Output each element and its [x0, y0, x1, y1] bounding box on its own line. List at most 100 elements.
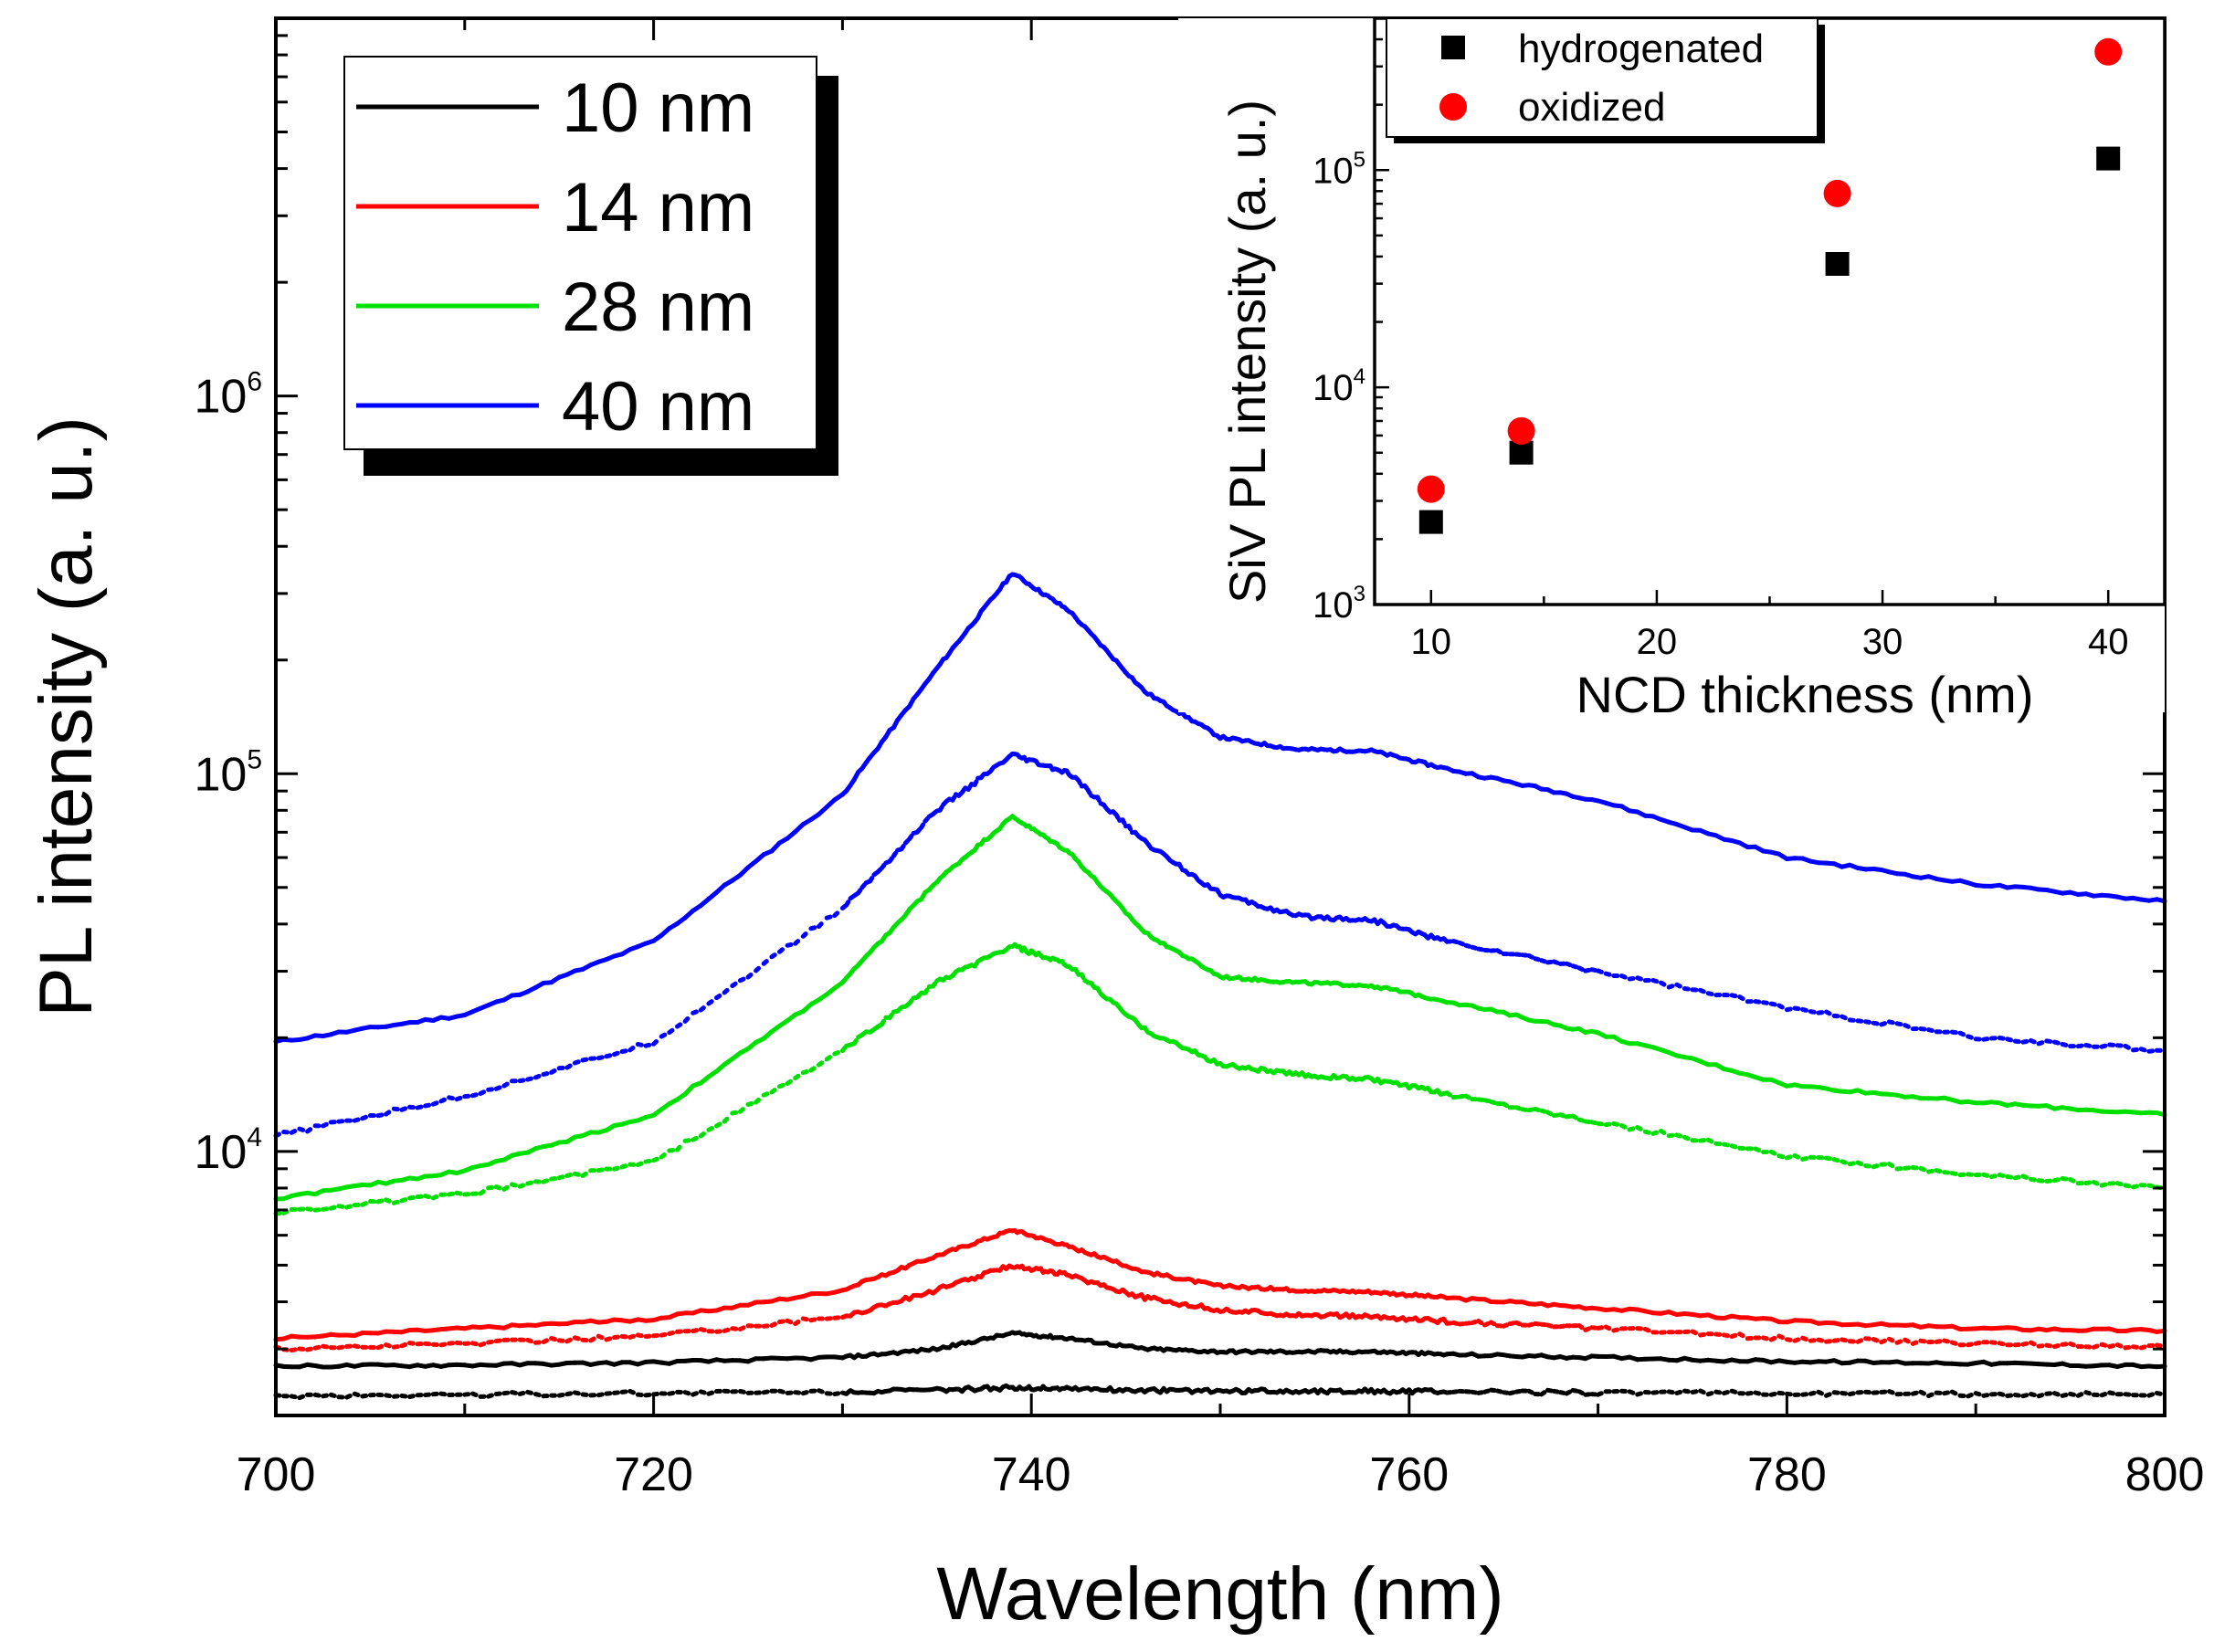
series-segment-10nm-dotted	[517, 1389, 531, 1396]
series-segment-14nm-dotted	[2051, 1342, 2065, 1350]
series-segment-40nm-dotted	[899, 840, 908, 852]
series-segment-10nm-dotted	[2083, 1390, 2096, 1397]
series-segment-40nm-dotted	[722, 984, 735, 995]
series-segment-14nm-dotted	[1949, 1340, 1963, 1348]
inset-point-oxidized	[2094, 37, 2123, 66]
series-segment-40nm-dotted	[541, 1069, 554, 1077]
series-segment-40nm-dotted	[328, 1119, 342, 1125]
series-segment-14nm-dotted	[430, 1342, 444, 1348]
series-segment-40nm-dotted	[698, 1001, 712, 1013]
series-segment-40nm-dotted	[1934, 1029, 1947, 1035]
inset-point-oxidized	[1417, 475, 1445, 503]
series-segment-40nm-dotted	[2107, 1042, 2120, 1048]
series-segment-40nm-dotted	[1690, 987, 1703, 993]
series-segment-10nm-dotted	[635, 1392, 648, 1398]
series-segment-14nm-dotted	[1729, 1331, 1743, 1339]
series-segment-28nm-dotted	[651, 1154, 664, 1163]
series-segment-40nm-dotted	[777, 942, 790, 954]
series-segment-10nm-dotted	[1871, 1390, 1884, 1395]
series-segment-40nm-dotted	[2005, 1036, 2018, 1044]
series-segment-10nm-dotted	[2029, 1392, 2041, 1399]
series-segment-40nm-dotted	[1596, 968, 1608, 976]
series-segment-14nm-dotted	[305, 1345, 318, 1352]
series-segment-14nm-dotted	[375, 1342, 389, 1351]
series-segment-28nm-dotted	[785, 1076, 798, 1086]
series-segment-40nm-dotted	[682, 1010, 696, 1024]
series-segment-10nm-dotted	[289, 1394, 302, 1401]
series-segment-14nm-dotted	[1476, 1319, 1487, 1328]
series-segment-40nm-dotted	[501, 1079, 514, 1089]
series-segment-14nm-dotted	[761, 1323, 775, 1329]
series-segment-40nm-dotted	[588, 1056, 601, 1061]
series-segment-10nm-dotted	[1776, 1390, 1789, 1396]
series-segment-28nm-dotted	[1753, 1146, 1766, 1154]
series-segment-40nm-dotted	[824, 913, 838, 921]
inset-point-hydrogenated	[1418, 510, 1443, 534]
series-segment-40nm-dotted	[2146, 1047, 2159, 1054]
main-x-tick-label: 800	[2125, 1448, 2205, 1501]
series-segment-14nm-dotted	[635, 1332, 648, 1339]
series-segment-40nm-dotted	[1603, 971, 1617, 978]
series-segment-40nm-dotted	[1800, 1006, 1813, 1015]
series-segment-28nm-dotted	[1674, 1132, 1687, 1140]
series-segment-14nm-dotted	[1682, 1329, 1695, 1334]
series-segment-40nm-dotted	[1650, 978, 1663, 985]
series-segment-14nm-dotted	[2123, 1344, 2135, 1351]
series-segment-10nm-dotted	[604, 1390, 617, 1396]
series-segment-14nm-dotted	[2107, 1342, 2120, 1349]
series-segment-28nm-dotted	[1737, 1145, 1750, 1152]
series-segment-28nm-dotted	[730, 1109, 743, 1116]
series-segment-40nm-dotted	[1886, 1019, 1900, 1026]
series-segment-40nm-dotted	[1126, 824, 1134, 836]
series-segment-10nm-dotted	[572, 1390, 585, 1397]
series-segment-28nm-dotted	[1611, 1121, 1624, 1128]
series-segment-28nm-dotted	[430, 1192, 444, 1201]
series-segment-40nm-dotted	[1705, 991, 1719, 998]
series-segment-10nm-dotted	[580, 1392, 594, 1398]
series-segment-14nm-dotted	[1722, 1332, 1734, 1339]
series-segment-40nm-dotted	[754, 961, 766, 973]
inset-legend-marker-hydrogenated	[1441, 36, 1465, 59]
series-segment-28nm-dotted	[1659, 1128, 1671, 1139]
series-segment-40nm-dotted	[808, 924, 821, 931]
series-segment-28nm-dotted	[851, 1035, 861, 1047]
series-segment-28nm-dotted	[2123, 1183, 2135, 1190]
series-segment-28nm-dotted	[2091, 1180, 2104, 1188]
series-segment-40nm-dotted	[706, 995, 719, 1006]
series-segment-14nm-dotted	[541, 1336, 554, 1344]
series-segment-14nm-dotted	[1698, 1331, 1711, 1338]
series-segment-10nm-dotted	[1650, 1389, 1663, 1395]
series-segment-40nm-dotted	[564, 1060, 577, 1070]
series-segment-10nm-dotted	[328, 1392, 342, 1400]
series-segment-40nm-dotted	[868, 872, 877, 884]
series-segment-40nm-dotted	[1949, 1029, 1963, 1036]
series-segment-28nm-dotted	[1666, 1132, 1680, 1139]
series-segment-40nm-dotted	[714, 990, 727, 1001]
inset-x-axis-title: NCD thickness (nm)	[1576, 666, 2034, 723]
series-segment-40nm-dotted	[391, 1106, 405, 1112]
series-segment-28nm-dotted	[564, 1171, 577, 1178]
main-x-tick-label: 780	[1747, 1448, 1827, 1501]
series-segment-28nm-dotted	[596, 1166, 609, 1173]
series-segment-10nm-dotted	[2051, 1391, 2065, 1398]
series-segment-14nm-dotted	[1745, 1335, 1758, 1342]
series-segment-10nm-dotted	[1642, 1390, 1656, 1395]
series-segment-10nm-dotted	[360, 1393, 373, 1399]
series-segment-14nm-dotted	[1840, 1337, 1852, 1344]
series-segment-10nm-dotted	[800, 1388, 814, 1396]
series-segment-10nm-dotted	[2068, 1391, 2081, 1398]
series-segment-14nm-dotted	[1973, 1340, 1987, 1346]
series-segment-10nm-dotted	[312, 1392, 326, 1399]
series-segment-40nm-dotted	[407, 1104, 420, 1110]
series-segment-14nm-dotted	[2154, 1342, 2167, 1349]
series-segment-14nm-dotted	[454, 1340, 468, 1346]
series-segment-28nm-dotted	[745, 1100, 759, 1107]
series-segment-28nm-dotted	[2051, 1176, 2065, 1184]
series-segment-28nm-dotted	[2114, 1181, 2128, 1188]
series-segment-28nm-dotted	[1997, 1173, 2010, 1179]
series-segment-28nm-dotted	[1894, 1165, 1908, 1172]
series-segment-10nm-dotted	[706, 1389, 719, 1396]
series-segment-10nm-dotted	[808, 1388, 821, 1394]
series-segment-10nm-dotted	[501, 1390, 514, 1396]
series-segment-28nm-dotted	[1722, 1142, 1734, 1149]
